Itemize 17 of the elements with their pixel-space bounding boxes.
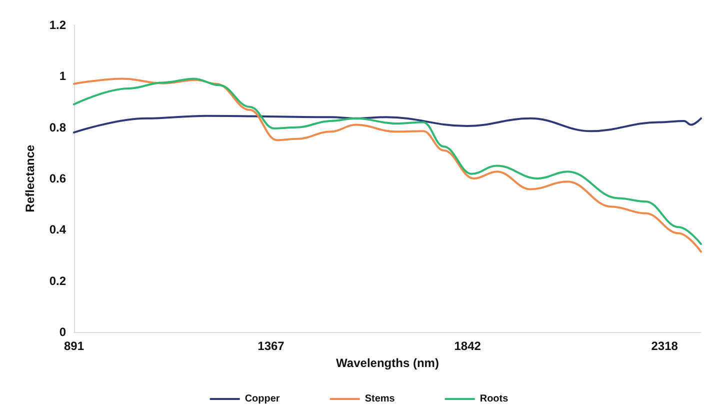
x-axis-title: Wavelengths (nm)	[336, 356, 439, 370]
y-axis-title: Reflectance	[23, 144, 37, 212]
y-tick-label: 1	[59, 69, 66, 84]
x-tick-label: 1842	[454, 339, 482, 353]
y-tick-label: 1.2	[49, 18, 66, 32]
legend-label: Copper	[244, 394, 280, 404]
line-series	[73, 114, 702, 134]
y-tick-label: 0.4	[49, 222, 66, 237]
y-tick-label: 0.2	[49, 274, 66, 288]
x-tick-label: 1367	[258, 339, 285, 353]
x-tick-label: 2318	[651, 339, 678, 353]
y-tick-label: 0.8	[49, 120, 66, 134]
legend-label: Stems	[364, 394, 396, 404]
x-tick-label: 891	[64, 339, 84, 353]
y-tick-label: 0	[59, 325, 66, 339]
legend-label: Roots	[480, 394, 509, 404]
y-tick-label: 0.6	[49, 172, 66, 186]
